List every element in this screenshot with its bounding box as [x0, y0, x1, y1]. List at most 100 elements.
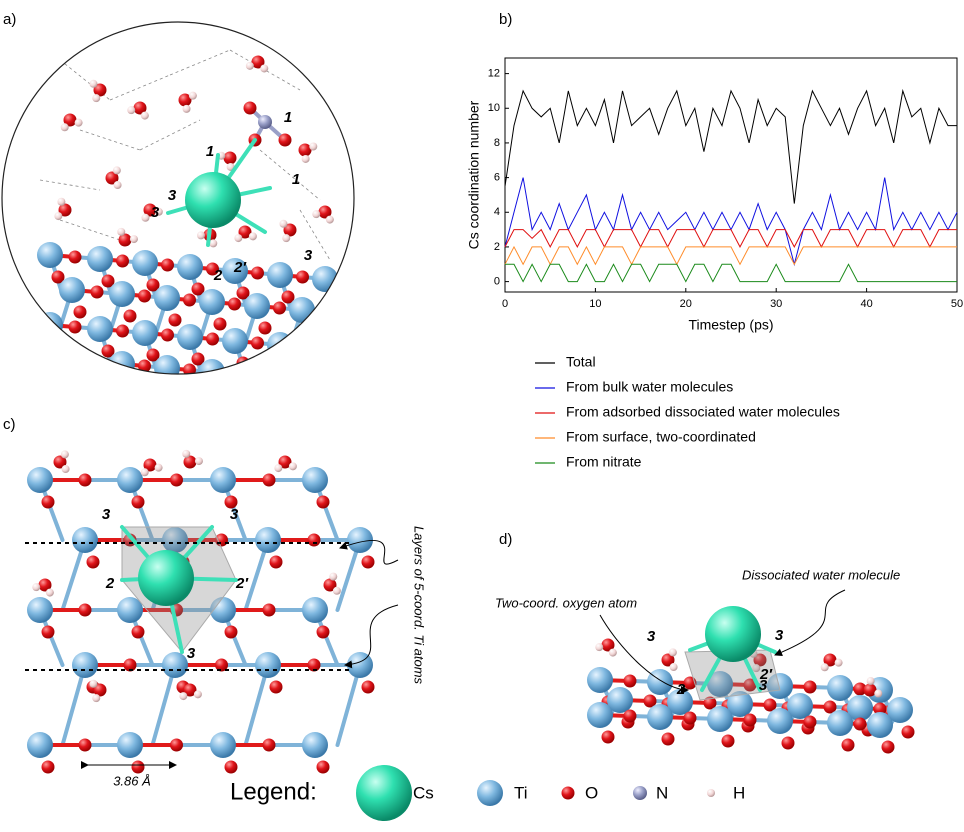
atom-ti: [109, 351, 135, 377]
atom-o: [624, 710, 637, 723]
atom-h: [54, 212, 62, 220]
atom-o: [132, 626, 145, 639]
atom-ti: [267, 262, 293, 288]
atom-o: [273, 302, 286, 315]
atom-h: [234, 234, 242, 242]
atom-cs: [356, 765, 412, 821]
y-tick-label: 12: [488, 68, 500, 80]
atom-h: [279, 220, 287, 228]
atom-label: 3: [759, 677, 768, 694]
atom-ti: [244, 293, 270, 319]
x-tick-label: 30: [770, 298, 782, 310]
atom-o: [327, 295, 340, 308]
bond: [336, 314, 347, 349]
atom-o: [206, 333, 219, 346]
y-axis-label: Cs coordination number: [466, 100, 482, 249]
atom-o: [744, 714, 757, 727]
annotation: Dissociated water molecule: [742, 567, 900, 582]
atom-o: [74, 376, 87, 389]
atom-h: [61, 450, 69, 458]
atom-o: [882, 741, 895, 754]
atom-o: [225, 626, 238, 639]
atom-o: [684, 712, 697, 725]
atom-h: [821, 663, 829, 671]
atom-h: [113, 166, 121, 174]
bond: [50, 325, 61, 360]
atom-h: [92, 694, 100, 702]
atom-o: [902, 726, 915, 739]
atom-o: [79, 604, 92, 617]
atom-ti: [867, 712, 893, 738]
bond: [325, 312, 348, 314]
atom-ti: [312, 336, 338, 362]
atom-h: [75, 119, 83, 127]
atom-h: [333, 587, 341, 595]
atom-o: [624, 675, 637, 688]
atom-o: [169, 314, 182, 327]
series-line: [505, 178, 957, 265]
atom-ti: [162, 652, 188, 678]
atom-label: 2′: [235, 575, 249, 592]
atom-o: [304, 326, 317, 339]
atom-o: [183, 294, 196, 307]
annotation-arrow: [775, 590, 845, 655]
atom-o: [228, 298, 241, 311]
legend-label: From nitrate: [566, 454, 642, 470]
atom-ti: [210, 467, 236, 493]
atom-h: [194, 690, 202, 698]
y-tick-label: 6: [494, 172, 500, 184]
atom-h: [114, 181, 122, 189]
atom-label: 3: [187, 645, 196, 662]
panel-label: a): [3, 11, 16, 28]
structure-a: [37, 50, 362, 413]
legend-title: Legend:: [230, 778, 317, 805]
atom-ti: [72, 527, 98, 553]
x-tick-label: 10: [589, 298, 601, 310]
annotation: Layers of 5-coord. Ti atoms: [412, 526, 427, 685]
atom-o: [362, 681, 375, 694]
atom-ti: [334, 301, 360, 327]
atom-o: [124, 380, 137, 393]
atom-ti: [267, 332, 293, 358]
atom-ti: [132, 250, 158, 276]
atom-o: [225, 761, 238, 774]
x-tick-label: 50: [951, 298, 963, 310]
atom-ti: [87, 246, 113, 272]
atom-h: [130, 235, 138, 243]
plot-frame: [505, 58, 957, 292]
atom-ti: [289, 297, 315, 323]
h-bond: [110, 75, 170, 100]
atom-ti: [587, 702, 613, 728]
atom-h: [61, 123, 69, 131]
atom-o: [662, 733, 675, 746]
atom-o: [42, 626, 55, 639]
legend-label: From adsorbed dissociated water molecule…: [566, 404, 840, 420]
atom-o: [69, 321, 82, 334]
atom-o: [317, 626, 330, 639]
atom-o: [854, 718, 867, 731]
y-tick-label: 2: [494, 241, 500, 253]
atom-o: [69, 251, 82, 264]
atom-o: [296, 341, 309, 354]
atom-h: [62, 465, 70, 473]
atom-h: [874, 690, 882, 698]
atom-o: [91, 356, 104, 369]
atom-ti: [37, 242, 63, 268]
atom-ti: [177, 324, 203, 350]
atom-o: [263, 604, 276, 617]
atom-ti: [210, 732, 236, 758]
h-bond: [80, 130, 140, 150]
atom-o: [279, 134, 292, 147]
legend-label: Cs: [413, 783, 434, 802]
atom-h: [670, 663, 678, 671]
atom-o: [170, 739, 183, 752]
atom-o: [183, 364, 196, 377]
atom-h: [89, 80, 97, 88]
atom-ti: [477, 780, 503, 806]
atom-label: 3: [102, 506, 111, 523]
annotation: Two-coord. oxygen atom: [495, 595, 637, 610]
atom-o: [138, 290, 151, 303]
atom-o: [842, 739, 855, 752]
atom-o: [273, 372, 286, 385]
